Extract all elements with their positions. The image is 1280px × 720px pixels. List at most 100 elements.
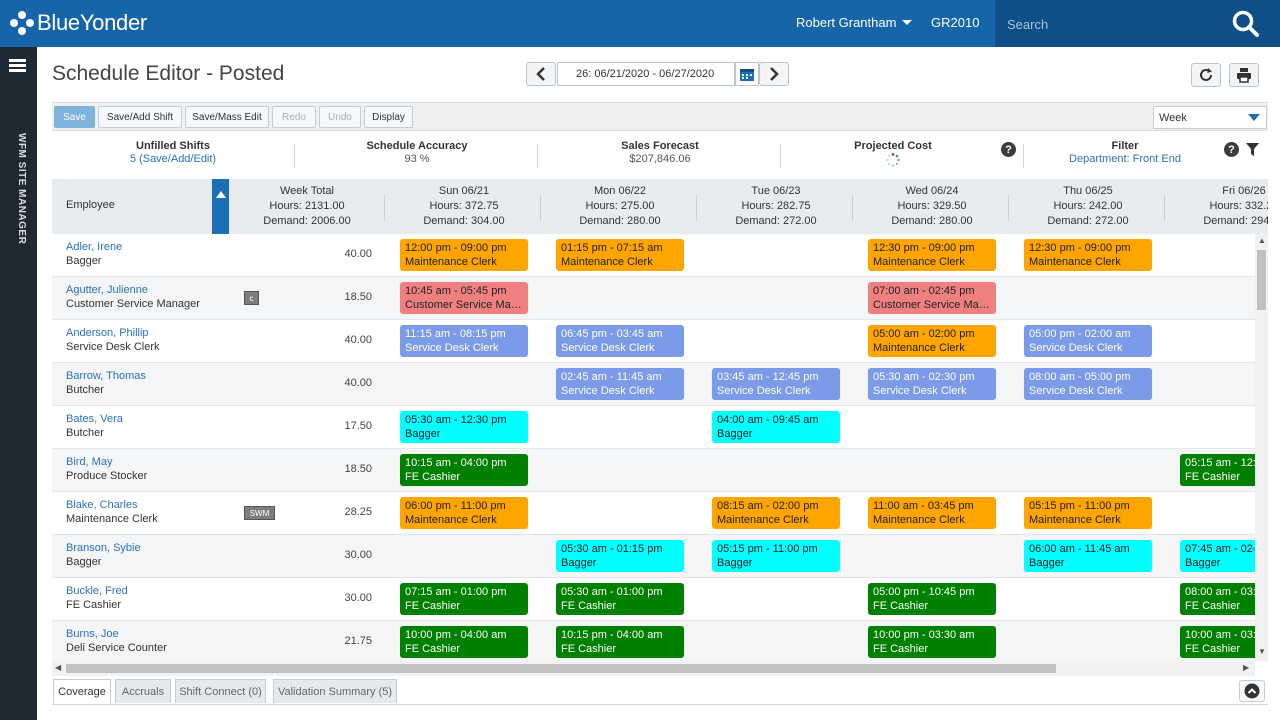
shift-block[interactable]: 08:00 am - 05:00 pm Service Desk Clerk [1024,368,1152,400]
employee-name-link[interactable]: Buckle, Fred [66,585,128,597]
employee-name-link[interactable]: Branson, Sybie [66,542,141,554]
unfilled-shifts-summary: Unfilled Shifts 5 (Save/Add/Edit) [90,140,256,165]
sort-button[interactable] [212,179,229,234]
shift-job: FE Cashier [405,471,461,483]
shift-block[interactable]: 07:15 am - 01:00 pm FE Cashier [400,583,528,615]
save-mass-edit-button[interactable]: Save/Mass Edit [185,106,269,128]
employee-role: Produce Stocker [66,470,148,482]
vertical-scroll-thumb[interactable] [1257,250,1266,310]
unfilled-shifts-count[interactable]: 5 [129,153,136,165]
shift-block[interactable]: 10:00 pm - 03:30 am FE Cashier [868,626,996,658]
projected-cost-help-icon[interactable]: ? [1001,142,1016,157]
unfilled-shifts-link[interactable]: (Save/Add/Edit) [139,153,217,165]
table-row: Agutter, Julienne Customer Service Manage… [52,277,1255,320]
scroll-up-icon[interactable]: ▲ [1258,236,1266,245]
user-menu[interactable]: Robert Grantham [796,15,913,30]
shift-block[interactable]: 03:45 am - 12:45 pm Service Desk Clerk [712,368,840,400]
shift-block[interactable]: 05:30 am - 01:15 pm Bagger [556,540,684,572]
scroll-left-icon[interactable]: ◀ [55,663,62,672]
shift-block[interactable]: 06:45 pm - 03:45 am Service Desk Clerk [556,325,684,357]
employee-name-link[interactable]: Blake, Charles [66,499,138,511]
employee-name-link[interactable]: Adler, Irene [66,241,123,253]
save-add-shift-button[interactable]: Save/Add Shift [98,106,182,128]
search-icon[interactable] [1231,9,1261,39]
scroll-right-icon[interactable]: ▶ [1243,663,1250,672]
tab-accruals[interactable]: Accruals [115,679,171,703]
refresh-button[interactable] [1191,63,1221,87]
shift-block[interactable]: 12:00 pm - 09:00 pm Maintenance Clerk [400,239,528,271]
shift-block[interactable]: 11:00 am - 03:45 pm Maintenance Clerk [868,497,996,529]
shift-block[interactable]: 10:15 am - 04:00 pm FE Cashier [400,454,528,486]
calendar-button[interactable] [735,62,759,86]
shift-time: 06:45 pm - 03:45 am [561,328,663,340]
filter-value[interactable]: Department: Front End [1069,153,1181,165]
shift-block[interactable]: 05:00 am - 02:00 pm Maintenance Clerk [868,325,996,357]
search-input[interactable] [1007,12,1217,36]
shift-block[interactable]: 05:30 am - 12:30 pm Bagger [400,411,528,443]
shift-job: Maintenance Clerk [873,256,965,268]
column-title: Sun 06/21 [438,185,490,197]
employee-name-link[interactable]: Burns, Joe [66,628,119,640]
view-select[interactable]: Week [1153,106,1267,129]
hamburger-menu-icon[interactable] [9,59,26,73]
shift-block[interactable]: 05:00 pm - 10:45 pm FE Cashier [868,583,996,615]
print-button[interactable] [1229,63,1259,87]
blueyonder-logo[interactable]: BlueYonder [10,10,147,36]
shift-time: 06:00 am - 11:45 am [1029,543,1130,555]
employee-name-link[interactable]: Bird, May [66,456,113,468]
scroll-down-icon[interactable]: ▼ [1258,647,1266,656]
employee-role: Bagger [66,255,102,267]
employee-name-link[interactable]: Barrow, Thomas [66,370,146,382]
shift-block[interactable]: 11:15 am - 08:15 pm Service Desk Clerk [400,325,528,357]
employee-name-link[interactable]: Agutter, Julienne [66,284,148,296]
undo-button[interactable]: Undo [319,106,361,128]
next-week-button[interactable] [759,62,789,86]
site-code[interactable]: GR2010 [931,15,980,30]
shift-block[interactable]: 12:30 pm - 09:00 pm Maintenance Clerk [868,239,996,271]
employee-name-link[interactable]: Bates, Vera [66,413,123,425]
shift-block[interactable]: 02:45 am - 11:45 am Service Desk Clerk [556,368,684,400]
shift-block[interactable]: 10:45 am - 05:45 pm Customer Service Mana… [400,282,528,314]
shift-time: 04:00 am - 09:45 am [717,414,819,426]
filter-icon[interactable] [1246,143,1259,160]
shift-block[interactable]: 05:15 am - 12: FE Cashier [1180,454,1255,486]
tab-coverage[interactable]: Coverage [53,679,111,703]
sales-forecast-value: $207,846.06 [629,153,691,165]
redo-button[interactable]: Redo [272,106,316,128]
shift-time: 07:45 am - 02- [1185,543,1255,555]
shift-block[interactable]: 05:15 pm - 11:00 pm Maintenance Clerk [1024,497,1152,529]
shift-block[interactable]: 04:00 am - 09:45 am Bagger [712,411,840,443]
week-total-hours: 17.50 [344,420,372,432]
previous-week-button[interactable] [526,62,556,86]
horizontal-scrollbar[interactable]: ◀ ▶ [52,661,1255,676]
chevron-up-circle-icon [1244,683,1260,699]
shift-block[interactable]: 05:15 pm - 11:00 pm Bagger [712,540,840,572]
date-range-field[interactable]: 26: 06/21/2020 - 06/27/2020 [557,62,735,86]
tab-validation-summary[interactable]: Validation Summary (5) [273,679,397,703]
shift-block[interactable]: 07:45 am - 02- Bagger [1180,540,1255,572]
tab-shift-connect[interactable]: Shift Connect (0) [175,679,266,703]
shift-block[interactable]: 12:30 pm - 09:00 pm Maintenance Clerk [1024,239,1152,271]
vertical-scrollbar[interactable]: ▲ ▼ [1255,234,1268,661]
filter-help-icon[interactable]: ? [1224,142,1239,157]
collapse-panel-button[interactable] [1239,680,1265,702]
shift-block[interactable]: 01:15 pm - 07:15 am Maintenance Clerk [556,239,684,271]
shift-block[interactable]: 10:00 am - 03: FE Cashier [1180,626,1255,658]
save-button[interactable]: Save [54,106,95,128]
display-button[interactable]: Display [364,106,413,128]
shift-block[interactable]: 08:00 am - 03: FE Cashier [1180,583,1255,615]
employee-name-link[interactable]: Anderson, Phillip [66,327,149,339]
shift-block[interactable]: 05:30 am - 01:00 pm FE Cashier [556,583,684,615]
week-total-hours: 40.00 [344,377,372,389]
shift-block[interactable]: 06:00 am - 11:45 am Bagger [1024,540,1152,572]
shift-block[interactable]: 05:30 am - 02:30 pm Service Desk Clerk [868,368,996,400]
employee-column-header[interactable]: Employee [66,199,115,211]
shift-block[interactable]: 05:00 pm - 02:00 am Service Desk Clerk [1024,325,1152,357]
shift-time: 08:00 am - 03: [1185,586,1255,598]
shift-block[interactable]: 07:00 am - 02:45 pm Customer Service Mana… [868,282,996,314]
shift-block[interactable]: 10:00 pm - 04:00 am FE Cashier [400,626,528,658]
shift-block[interactable]: 10:15 pm - 04:00 am FE Cashier [556,626,684,658]
shift-block[interactable]: 06:00 pm - 11:00 pm Maintenance Clerk [400,497,528,529]
shift-block[interactable]: 08:15 am - 02:00 pm Maintenance Clerk [712,497,840,529]
horizontal-scroll-thumb[interactable] [66,664,1056,673]
